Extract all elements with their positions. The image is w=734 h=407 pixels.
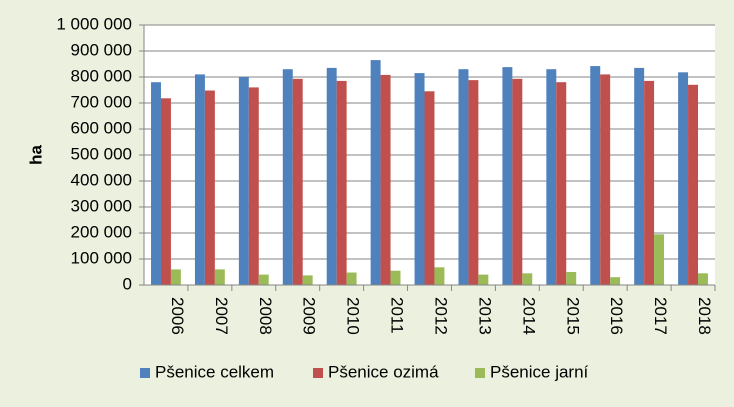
bar bbox=[522, 273, 533, 285]
legend-swatch bbox=[313, 368, 323, 378]
axes bbox=[143, 25, 716, 291]
bar bbox=[698, 273, 708, 285]
bar bbox=[478, 274, 489, 285]
bar bbox=[556, 82, 567, 285]
bar bbox=[610, 277, 621, 285]
legend-swatch bbox=[475, 368, 485, 378]
bar bbox=[644, 80, 655, 286]
y-tick-label: 0 bbox=[123, 274, 132, 293]
bar bbox=[502, 67, 513, 286]
y-tick-labels: 0 100 000 200 000 300 000 400 000 500 000 600 … bbox=[56, 14, 132, 293]
bar bbox=[390, 270, 401, 285]
bar bbox=[370, 60, 381, 285]
x-tick-label: 2011 bbox=[388, 297, 407, 334]
bar bbox=[282, 69, 293, 285]
bars bbox=[151, 60, 708, 286]
legend-item: Pšenice ozimá bbox=[313, 362, 439, 381]
bar bbox=[566, 272, 577, 285]
x-tick-label: 2010 bbox=[344, 297, 363, 335]
bar bbox=[380, 74, 391, 285]
bar bbox=[424, 91, 435, 285]
bar bbox=[248, 87, 259, 286]
bar bbox=[214, 269, 225, 285]
y-tick-label: 1 000 000 bbox=[56, 14, 132, 33]
bar bbox=[600, 74, 611, 286]
bar bbox=[468, 80, 479, 286]
bar bbox=[458, 69, 469, 285]
bar bbox=[151, 82, 161, 285]
y-tick-label: 100 000 bbox=[71, 248, 132, 267]
y-tick-label: 400 000 bbox=[71, 170, 132, 189]
bar bbox=[414, 73, 425, 285]
legend-label: Pšenice jarní bbox=[490, 362, 589, 381]
bar bbox=[634, 67, 645, 286]
y-tick-label: 200 000 bbox=[71, 222, 132, 241]
x-tick-label: 2015 bbox=[563, 297, 582, 335]
bar bbox=[326, 67, 337, 286]
x-tick-label: 2006 bbox=[168, 297, 187, 335]
bar bbox=[546, 69, 557, 285]
bar bbox=[204, 90, 215, 286]
x-tick-label: 2008 bbox=[256, 297, 275, 335]
legend-swatch bbox=[140, 368, 150, 378]
x-tick-label: 2017 bbox=[651, 297, 670, 335]
bar bbox=[194, 74, 205, 286]
bar bbox=[302, 275, 313, 285]
bar bbox=[336, 80, 347, 286]
x-tick-label: 2007 bbox=[212, 297, 231, 335]
y-tick-label: 900 000 bbox=[71, 40, 132, 59]
bar bbox=[170, 269, 181, 285]
bar bbox=[434, 267, 445, 285]
y-axis-label: ha bbox=[26, 145, 45, 165]
y-tick-label: 300 000 bbox=[71, 196, 132, 215]
y-tick-label: 800 000 bbox=[71, 66, 132, 85]
bar bbox=[590, 66, 601, 285]
legend: Pšenice celkem Pšenice ozimá Pšenice jarní bbox=[140, 362, 589, 381]
x-tick-labels: 2006 2007 2008 2009 2010 2011 2012 2013 2014 2015… bbox=[168, 297, 714, 335]
bar bbox=[160, 98, 171, 285]
y-tick-label: 500 000 bbox=[71, 144, 132, 163]
bar bbox=[346, 272, 357, 285]
bar bbox=[654, 234, 665, 285]
x-tick-label: 2012 bbox=[432, 297, 451, 335]
bar bbox=[678, 72, 689, 285]
y-tick-label: 600 000 bbox=[71, 118, 132, 137]
y-tick-label: 700 000 bbox=[71, 92, 132, 111]
legend-item: Pšenice jarní bbox=[475, 362, 589, 381]
bar bbox=[292, 78, 303, 285]
bar bbox=[688, 84, 699, 285]
bar bbox=[512, 78, 523, 285]
x-tick-label: 2014 bbox=[519, 297, 538, 335]
bar bbox=[238, 77, 249, 285]
x-tick-label: 2013 bbox=[475, 297, 494, 335]
legend-label: Pšenice ozimá bbox=[328, 362, 439, 381]
legend-item: Pšenice celkem bbox=[140, 362, 274, 381]
x-tick-label: 2009 bbox=[300, 297, 319, 335]
x-tick-label: 2016 bbox=[607, 297, 626, 335]
legend-label: Pšenice celkem bbox=[155, 362, 274, 381]
x-tick-label: 2018 bbox=[695, 297, 714, 335]
bar bbox=[258, 274, 269, 285]
